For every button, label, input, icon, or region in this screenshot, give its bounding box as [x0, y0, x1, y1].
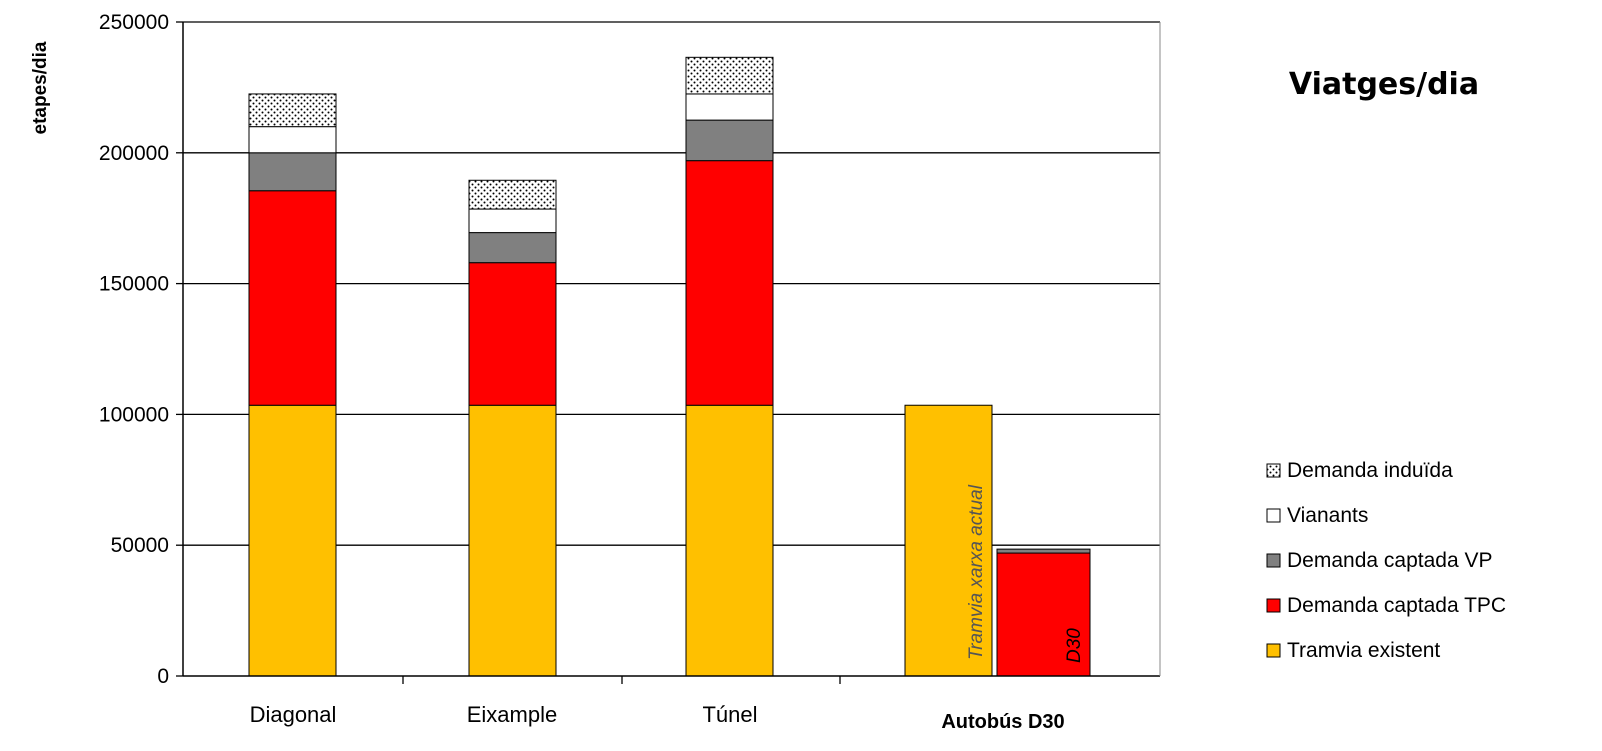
annotation-tramvia-xarxa-actual: Tramvia xarxa actual [966, 484, 987, 660]
bar-segment [685, 119, 774, 162]
legend-label: Tramvia existent [1287, 639, 1440, 662]
legend-label: Vianants [1287, 504, 1368, 527]
x-category-label: Autobús D30 [941, 711, 1064, 733]
x-category-labels: Diagonal Eixample Túnel Autobús D30 [250, 702, 1065, 733]
bar-segment [248, 93, 337, 128]
annotation-d30: D30 [1064, 628, 1085, 663]
bar-segment [248, 404, 337, 677]
bar-segment [996, 552, 1091, 677]
bar-segment [248, 190, 337, 406]
bar-segment [685, 160, 774, 406]
y-tick-labels: 0 50000 100000 150000 200000 250000 [99, 11, 169, 688]
legend: Demanda induïda Vianants Demanda captada V… [1266, 459, 1506, 662]
legend-label: Demanda induïda [1287, 459, 1453, 482]
bar-segment [248, 126, 337, 154]
bar-segment [248, 152, 337, 192]
legend-label: Demanda captada TPC [1287, 594, 1506, 617]
chart-title: Viatges/dia [1289, 67, 1479, 102]
legend-swatch [1266, 643, 1281, 658]
y-tick-label: 50000 [111, 534, 169, 557]
bar-segment [468, 262, 557, 406]
x-category-label: Diagonal [250, 702, 337, 727]
y-tick-label: 100000 [99, 403, 169, 426]
x-category-label: Eixample [467, 702, 557, 727]
y-tick-label: 200000 [99, 142, 169, 165]
bar-segment [468, 404, 557, 677]
bar-segment [468, 208, 557, 234]
gridlines [176, 21, 1160, 677]
bar-segment [685, 93, 774, 121]
bars [248, 56, 1091, 677]
legend-label: Demanda captada VP [1287, 549, 1492, 572]
bar-segment [468, 179, 557, 210]
legend-swatch [1266, 553, 1281, 568]
bar-segment [904, 404, 993, 677]
bar-segment [996, 548, 1091, 554]
axes [182, 22, 1161, 684]
legend-swatch [1266, 598, 1281, 613]
y-tick-label: 150000 [99, 273, 169, 296]
y-tick-label: 0 [157, 665, 169, 688]
y-tick-label: 250000 [99, 11, 169, 34]
y-axis-label: etapes/dia [30, 41, 51, 134]
bar-segment [685, 404, 774, 677]
bar-segment [468, 232, 557, 264]
bar-segment [685, 56, 774, 95]
x-category-label: Túnel [702, 702, 757, 727]
annotations: Tramvia xarxa actual D30 [966, 484, 1085, 663]
legend-swatch [1266, 463, 1281, 478]
legend-swatch [1266, 508, 1281, 523]
